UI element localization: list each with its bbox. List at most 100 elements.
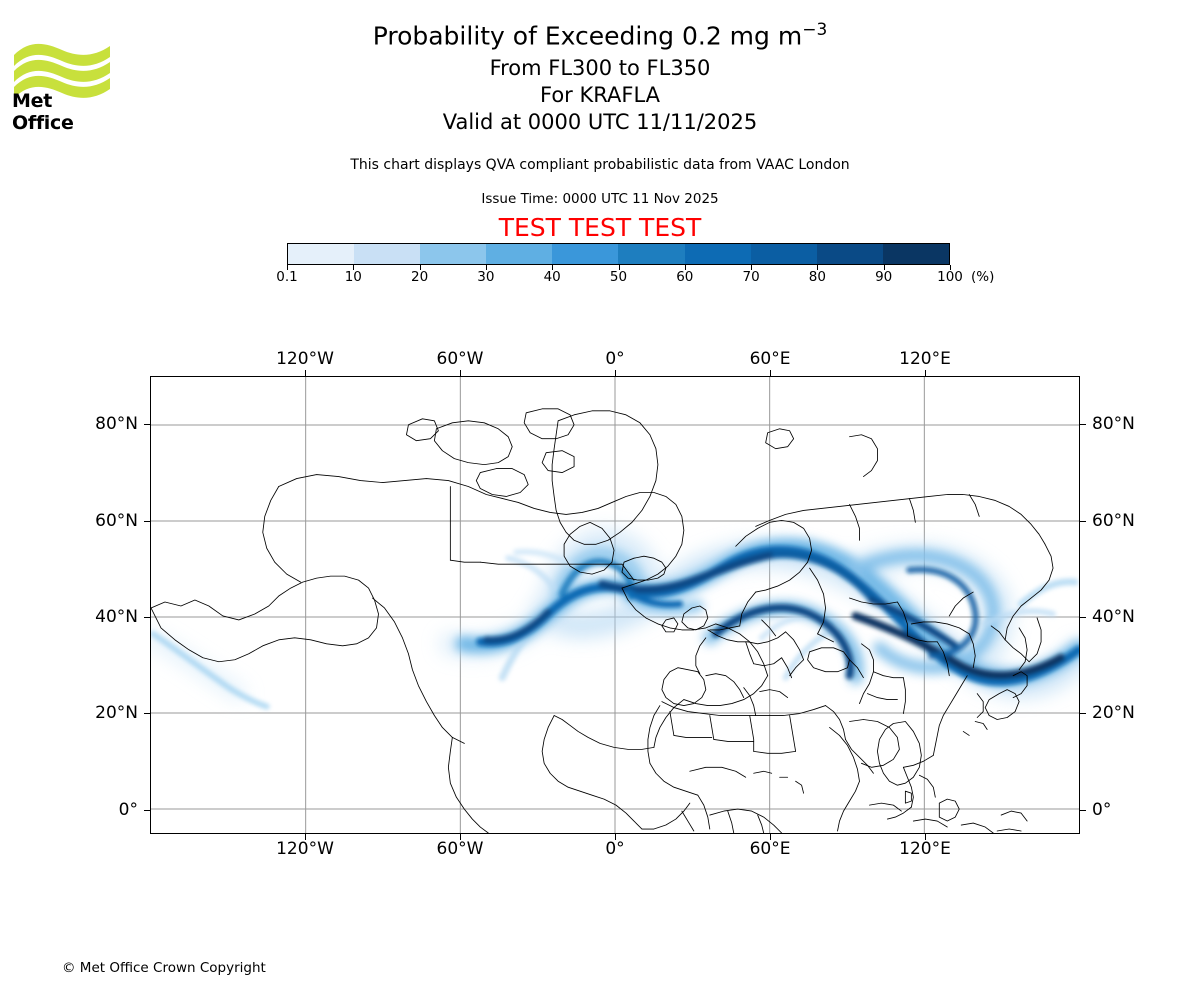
- chart-annotation: This chart displays QVA compliant probab…: [350, 157, 850, 173]
- test-banner: TEST TEST TEST: [498, 213, 702, 242]
- colorbar-tick-label: 30: [477, 269, 495, 285]
- axis-ticks-top: [150, 370, 1080, 376]
- colorbar-band-5: [618, 244, 685, 264]
- title-exponent: −3: [802, 20, 828, 40]
- longitude-labels-bottom: 120°W 60°W 0° 60°E 120°E: [150, 839, 1080, 859]
- axis-tick: [305, 370, 306, 376]
- colorbar-band-6: [684, 244, 751, 264]
- longitude-tick-label: 0°: [605, 839, 625, 859]
- axis-tick: [144, 424, 150, 426]
- colorbar-tick: [353, 265, 355, 270]
- latitude-tick-label: 60°N: [1092, 510, 1135, 531]
- colorbar-tick: [950, 265, 951, 270]
- longitude-tick-label: 120°E: [899, 349, 951, 369]
- map-gridlines: [151, 377, 1079, 833]
- axis-tick: [615, 834, 616, 840]
- colorbar-tick: [684, 265, 686, 270]
- latitude-tick-label: 80°N: [95, 414, 138, 435]
- latitude-tick-label: 60°N: [95, 510, 138, 531]
- colorbar-band-1: [354, 244, 421, 264]
- axis-tick: [144, 520, 150, 522]
- axis-tick: [144, 809, 150, 811]
- title-flight-levels: From FL300 to FL350: [489, 56, 711, 81]
- colorbar-ticks: [287, 265, 951, 271]
- axis-tick: [925, 834, 926, 840]
- longitude-tick-label: 60°W: [436, 839, 484, 859]
- axis-tick: [1080, 809, 1086, 811]
- colorbar-tick: [287, 265, 288, 270]
- map-coastlines: [151, 408, 1054, 833]
- colorbar-tick: [817, 265, 819, 270]
- colorbar-tick: [618, 265, 620, 270]
- colorbar-bands: [287, 243, 950, 265]
- title-main-text: Probability of Exceeding 0.2 mg m: [372, 21, 803, 51]
- chart-title-block: Probability of Exceeding 0.2 mg m−3 From…: [0, 22, 1200, 139]
- axis-tick: [1080, 424, 1086, 426]
- colorbar-band-9: [882, 244, 949, 264]
- axis-tick: [1080, 713, 1086, 715]
- latitude-tick-label: 40°N: [1092, 607, 1135, 628]
- met-office-wordmark: Met Office: [12, 90, 74, 134]
- colorbar-tick-label: 20: [411, 269, 429, 285]
- longitude-tick-label: 60°E: [749, 349, 791, 369]
- colorbar-tick: [883, 265, 885, 270]
- axis-ticks-bottom: [150, 834, 1080, 840]
- copyright-notice: © Met Office Crown Copyright: [62, 960, 266, 976]
- latitude-tick-label: 0°: [1092, 799, 1112, 820]
- axis-tick: [460, 370, 461, 376]
- title-volcano: For KRAFLA: [540, 83, 660, 108]
- longitude-tick-label: 0°: [605, 349, 625, 369]
- latitude-tick-label: 0°: [118, 799, 138, 820]
- colorbar-tick: [419, 265, 421, 270]
- colorbar-band-8: [816, 244, 883, 264]
- latitude-tick-label: 40°N: [95, 607, 138, 628]
- axis-tick: [925, 370, 926, 376]
- page-title: Probability of Exceeding 0.2 mg m−3: [0, 22, 1200, 58]
- axis-tick: [460, 834, 461, 840]
- axis-tick: [1080, 617, 1086, 619]
- colorbar-tick-label: 80: [808, 269, 826, 285]
- colorbar-band-4: [552, 244, 619, 264]
- axis-tick: [1080, 520, 1086, 522]
- axis-tick: [144, 617, 150, 619]
- latitude-labels-right: 80°N 60°N 40°N 20°N 0°: [1092, 376, 1162, 834]
- title-valid-time: Valid at 0000 UTC 11/11/2025: [442, 110, 758, 135]
- axis-tick: [770, 834, 771, 840]
- colorbar-unit-label: (%): [971, 269, 995, 285]
- ash-core: [476, 545, 1079, 686]
- map-canvas: [151, 377, 1079, 833]
- colorbar-tick-label: 40: [543, 269, 561, 285]
- colorbar-tick-label: 0.1: [276, 269, 298, 285]
- longitude-tick-label: 120°E: [899, 839, 951, 859]
- colorbar-tick-label: 50: [609, 269, 628, 285]
- colorbar-tick: [751, 265, 753, 270]
- colorbar-tick-label: 70: [742, 269, 760, 285]
- probability-colorbar: [287, 243, 950, 265]
- colorbar-tick: [552, 265, 554, 270]
- logo-waves: [14, 43, 110, 98]
- colorbar-tick-label: 90: [875, 269, 893, 285]
- longitude-tick-label: 120°W: [276, 839, 334, 859]
- issue-time-label: Issue Time: 0000 UTC 11 Nov 2025: [481, 191, 719, 207]
- longitude-tick-label: 60°E: [749, 839, 791, 859]
- colorbar-band-7: [750, 244, 817, 264]
- axis-tick: [770, 370, 771, 376]
- latitude-labels-left: 80°N 60°N 40°N 20°N 0°: [68, 376, 138, 834]
- axis-ticks-left: [144, 376, 150, 834]
- ash-probability-overlay: [151, 528, 1079, 710]
- world-map-panel: [150, 376, 1080, 834]
- longitude-tick-label: 120°W: [276, 349, 334, 369]
- axis-tick: [144, 713, 150, 715]
- met-office-logo: [14, 43, 110, 98]
- axis-tick: [305, 834, 306, 840]
- latitude-tick-label: 80°N: [1092, 414, 1135, 435]
- colorbar-tick: [485, 265, 487, 270]
- colorbar-tick-labels: 0.1 10 20 30 40 50 60 70 80 90 100: [276, 269, 963, 287]
- latitude-tick-label: 20°N: [95, 703, 138, 724]
- longitude-tick-label: 60°W: [436, 349, 484, 369]
- colorbar-tick-label: 10: [344, 269, 362, 285]
- colorbar-band-0: [288, 244, 355, 264]
- axis-tick: [615, 370, 616, 376]
- colorbar-band-2: [420, 244, 487, 264]
- latitude-tick-label: 20°N: [1092, 703, 1135, 724]
